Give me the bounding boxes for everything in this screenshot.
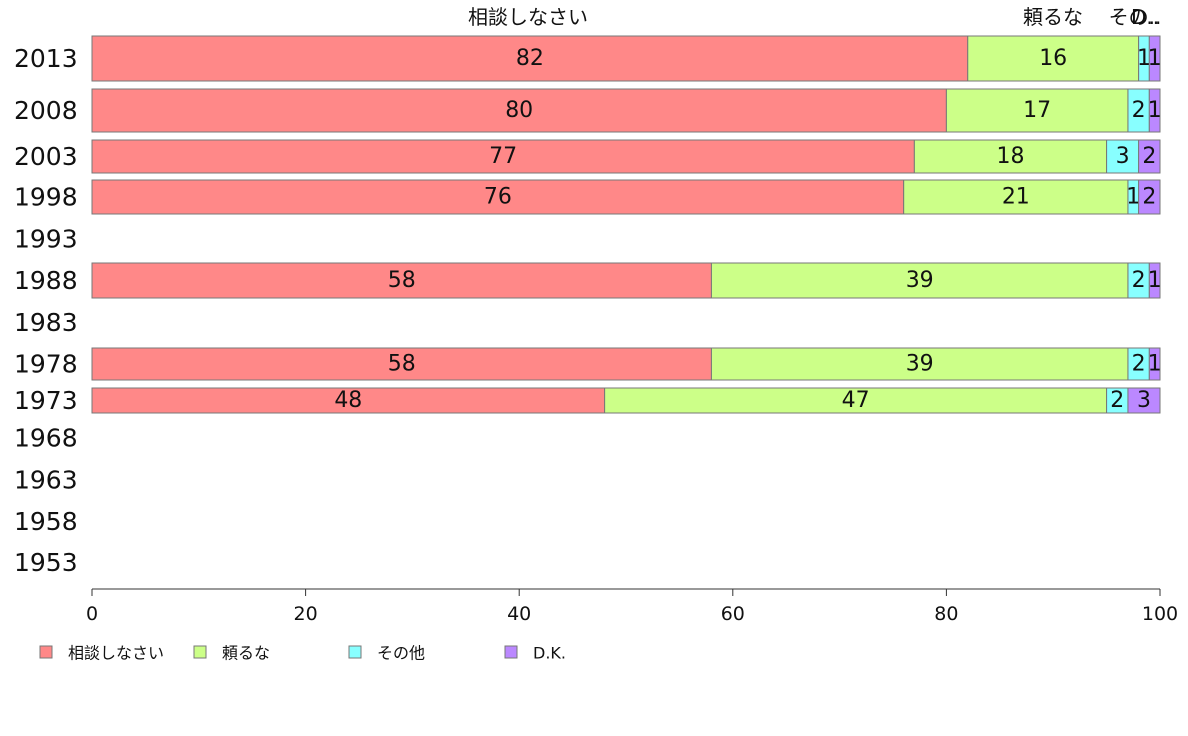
- year-label: 1968: [14, 424, 78, 453]
- bar-value-label: 80: [505, 98, 533, 123]
- year-label: 2008: [14, 96, 78, 125]
- year-label: 2003: [14, 142, 78, 171]
- bar-value-label: 77: [489, 144, 517, 169]
- bar-value-label: 1: [1148, 268, 1162, 293]
- bar-value-label: 58: [388, 352, 416, 377]
- bar-value-label: 2: [1132, 352, 1146, 377]
- bar-value-label: 39: [906, 352, 934, 377]
- legend-swatch: [39, 645, 53, 659]
- year-label: 2013: [14, 44, 78, 73]
- bar-value-label: 2: [1132, 98, 1146, 123]
- bar-segment: [1127, 387, 1161, 414]
- x-tick-label: 80: [934, 603, 958, 625]
- bar-value-label: 1: [1148, 352, 1162, 377]
- bar-segment: [91, 347, 712, 381]
- bar-segment: [710, 347, 1129, 381]
- bar-value-label: 1: [1137, 46, 1151, 71]
- bar-value-label: 2: [1142, 185, 1156, 210]
- bar-value-label: 82: [516, 46, 544, 71]
- bar-value-label: 2: [1132, 268, 1146, 293]
- bar-value-label: 2: [1110, 388, 1124, 413]
- bar-segment: [1148, 88, 1161, 133]
- bar-value-label: 39: [906, 268, 934, 293]
- year-label: 1983: [14, 308, 78, 337]
- bar-value-label: 76: [484, 185, 512, 210]
- legend-swatch: [504, 645, 518, 659]
- year-label: 1993: [14, 225, 78, 254]
- bar-segment: [967, 35, 1140, 82]
- year-label: 1998: [14, 183, 78, 212]
- bar-value-label: 47: [842, 388, 870, 413]
- bar-segment: [903, 179, 1129, 215]
- legend-label: D.K.: [533, 644, 566, 663]
- bar-value-label: 2: [1142, 144, 1156, 169]
- bar-segment: [91, 262, 712, 299]
- bar-segment: [91, 35, 969, 82]
- bar-value-label: 1: [1148, 98, 1162, 123]
- bar-value-label: 17: [1023, 98, 1051, 123]
- x-tick-label: 100: [1142, 603, 1178, 625]
- bar-segment: [1148, 347, 1161, 381]
- year-label: 1973: [14, 386, 78, 415]
- legend-label: その他: [377, 644, 425, 663]
- bar-segment: [91, 387, 606, 414]
- column-header: 頼るな: [1023, 5, 1083, 29]
- legend-label: 相談しなさい: [68, 644, 164, 663]
- legend-swatch: [348, 645, 362, 659]
- bar-value-label: 18: [996, 144, 1024, 169]
- x-tick-label: 60: [721, 603, 745, 625]
- bar-value-label: 48: [334, 388, 362, 413]
- bar-segment: [1148, 35, 1161, 82]
- bar-value-label: 16: [1039, 46, 1067, 71]
- column-header: その..: [1109, 5, 1162, 29]
- bar-segment: [710, 262, 1129, 299]
- bar-segment: [1138, 179, 1161, 215]
- column-header: D..: [1131, 5, 1159, 29]
- column-header: 相談しなさい: [468, 5, 588, 29]
- bar-segment: [1138, 139, 1161, 174]
- x-tick-label: 0: [86, 603, 98, 625]
- year-label: 1958: [14, 507, 78, 536]
- bar-segment: [1148, 262, 1161, 299]
- legend-swatch: [193, 645, 207, 659]
- legend-label: 頼るな: [222, 644, 270, 663]
- bar-value-label: 1: [1148, 46, 1162, 71]
- year-label: 1978: [14, 350, 78, 379]
- bar-value-label: 3: [1137, 388, 1151, 413]
- bar-value-label: 58: [388, 268, 416, 293]
- x-tick-label: 40: [507, 603, 531, 625]
- x-tick-label: 20: [294, 603, 318, 625]
- bar-value-label: 21: [1002, 185, 1030, 210]
- year-label: 1988: [14, 266, 78, 295]
- year-label: 1963: [14, 466, 78, 495]
- year-label: 1953: [14, 548, 78, 577]
- bar-value-label: 1: [1126, 185, 1140, 210]
- bar-value-label: 3: [1116, 144, 1130, 169]
